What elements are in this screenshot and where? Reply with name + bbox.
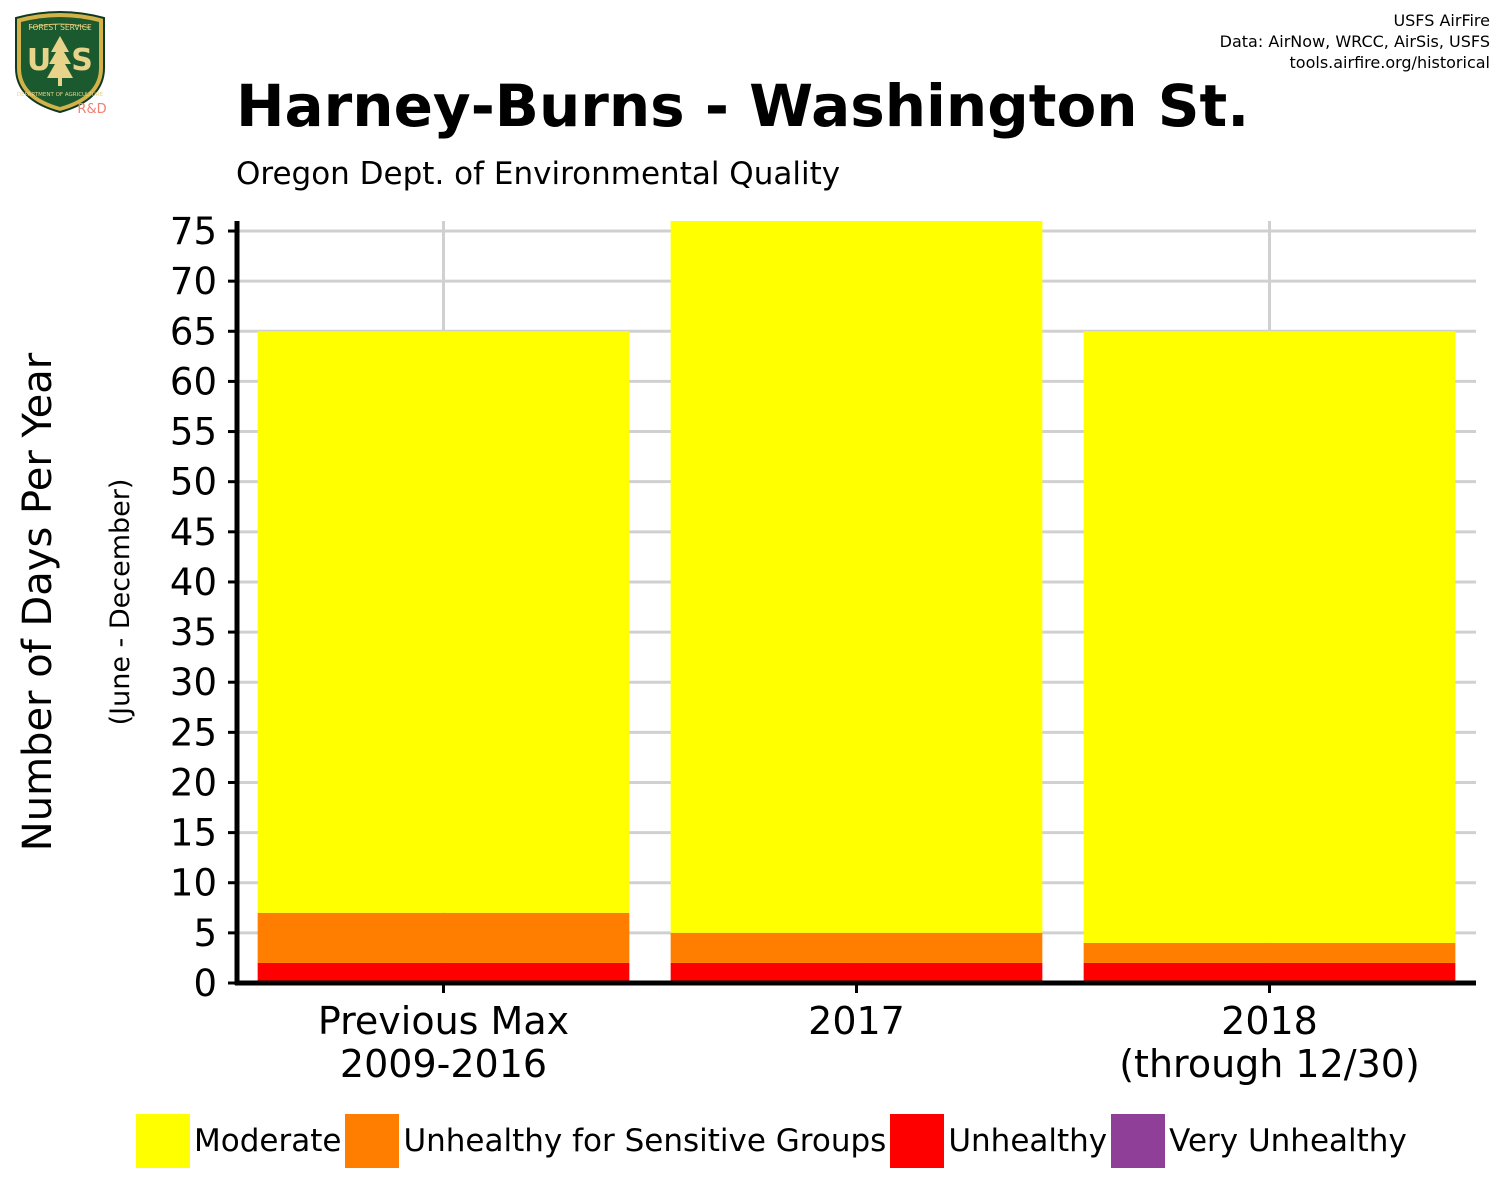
y-tick-label: 40 [170, 561, 217, 604]
legend-swatch [345, 1114, 400, 1168]
x-tick-label: 2018 (through 12/30) [1070, 1000, 1470, 1086]
credit-line: USFS AirFire [1393, 11, 1490, 30]
bar-unhealthy [1083, 962, 1456, 983]
bar-moderate [257, 331, 630, 913]
x-tick-label: Previous Max 2009-2016 [244, 1000, 644, 1086]
legend-label: Moderate [194, 1123, 342, 1159]
bar-unhealthy-for-sensitive-groups [670, 932, 1043, 963]
logo-initial-right: S [71, 43, 93, 78]
x-tick-label-line: Previous Max [317, 999, 570, 1043]
y-tick-label: 55 [170, 411, 217, 454]
bar-unhealthy-for-sensitive-groups [1083, 942, 1456, 963]
forest-service-logo: FOREST SERVICE U S DEPARTMENT OF AGRICUL… [15, 11, 107, 117]
x-tick-label-line: 2017 [808, 999, 905, 1043]
y-tick-label: 5 [193, 912, 217, 955]
x-tick-label-line: 2018 [1221, 999, 1318, 1043]
y-tick-label: 75 [170, 210, 217, 253]
logo-bottom-text: DEPARTMENT OF AGRICULTURE [17, 92, 104, 98]
legend-swatch [136, 1114, 190, 1168]
legend-item: Unhealthy for Sensitive Groups [345, 1114, 886, 1168]
y-tick-label: 0 [193, 962, 217, 1005]
bar-unhealthy [257, 962, 630, 983]
bar-unhealthy [670, 962, 1043, 983]
legend: Moderate Unhealthy for Sensitive Groups Un… [136, 1114, 1411, 1168]
legend-swatch [1111, 1114, 1166, 1168]
y-tick-label: 45 [170, 511, 217, 554]
x-tick-label-line: (through 12/30) [1119, 1042, 1420, 1086]
legend-item: Moderate [136, 1114, 341, 1168]
bar-moderate [670, 221, 1043, 933]
chart-title: Harney-Burns - Washington St. [236, 72, 1250, 140]
y-tick-label: 25 [170, 711, 217, 754]
bar-unhealthy-for-sensitive-groups [257, 912, 630, 963]
legend-label: Very Unhealthy [1169, 1123, 1407, 1159]
credit-line: Data: AirNow, WRCC, AirSis, USFS [1219, 32, 1490, 51]
x-tick-label-line: 2009-2016 [339, 1042, 548, 1086]
logo-top-text: FOREST SERVICE [28, 23, 92, 32]
legend-swatch [890, 1114, 945, 1168]
credit-line: tools.airfire.org/historical [1289, 53, 1490, 72]
logo-initial-left: U [27, 43, 51, 78]
legend-label: Unhealthy [948, 1123, 1108, 1159]
y-tick-label: 30 [170, 661, 217, 704]
y-tick-label: 65 [170, 310, 217, 353]
legend-label: Unhealthy for Sensitive Groups [403, 1123, 887, 1159]
y-tick-label: 20 [170, 761, 217, 804]
x-tick-label: 2017 [657, 1000, 1057, 1043]
logo-badge: R&D [77, 102, 106, 117]
tree-icon [47, 36, 73, 78]
legend-item: Very Unhealthy [1111, 1114, 1407, 1168]
y-tick-label: 35 [170, 611, 217, 654]
legend-item: Unhealthy [890, 1114, 1107, 1168]
y-tick-label: 10 [170, 862, 217, 905]
chart-subtitle: Oregon Dept. of Environmental Quality [236, 156, 841, 192]
y-tick-label: 60 [170, 360, 217, 403]
credits: USFS AirFire Data: AirNow, WRCC, AirSis,… [1220, 10, 1490, 73]
y-tick-label: 15 [170, 812, 217, 855]
y-tick-label: 70 [170, 260, 217, 303]
bar-moderate [1083, 331, 1456, 943]
y-tick-label: 50 [170, 461, 217, 504]
